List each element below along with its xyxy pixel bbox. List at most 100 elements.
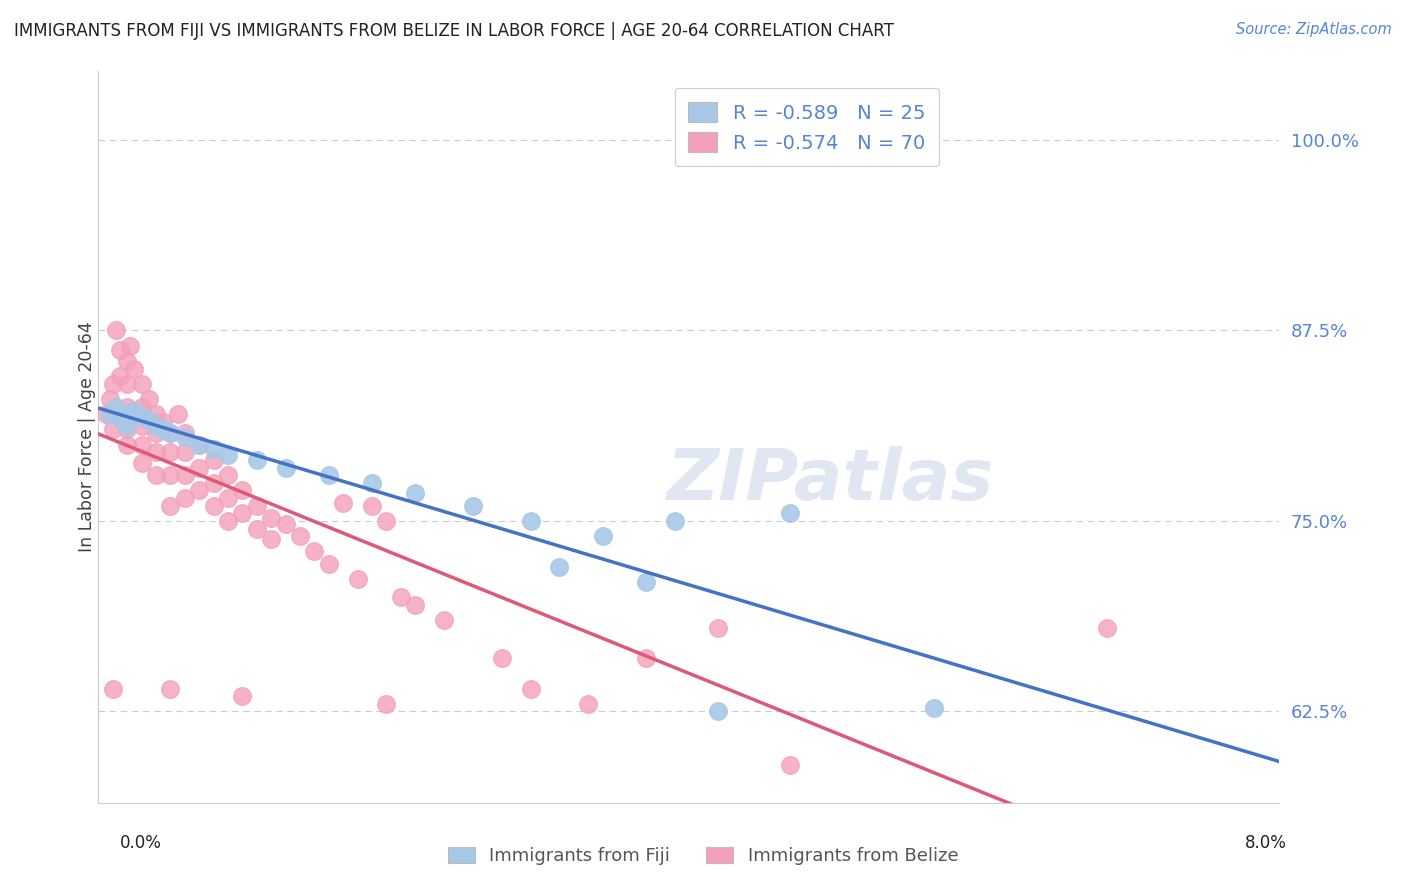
Point	[1095, 621, 1118, 635]
Legend: Immigrants from Fiji, Immigrants from Belize: Immigrants from Fiji, Immigrants from Be…	[439, 838, 967, 874]
Point	[634, 651, 657, 665]
Point	[173, 430, 195, 444]
Point	[389, 590, 412, 604]
Point	[145, 425, 167, 440]
Point	[202, 499, 225, 513]
Point	[231, 689, 253, 703]
Point	[404, 486, 426, 500]
Point	[108, 343, 131, 358]
Text: ZIPatlas: ZIPatlas	[666, 447, 994, 516]
Point	[217, 448, 239, 462]
Point	[217, 468, 239, 483]
Point	[159, 445, 181, 459]
Point	[173, 491, 195, 505]
Y-axis label: In Labor Force | Age 20-64: In Labor Force | Age 20-64	[79, 322, 96, 552]
Point	[120, 338, 142, 352]
Point	[145, 407, 167, 421]
Point	[202, 442, 225, 457]
Point	[361, 499, 384, 513]
Point	[131, 419, 153, 434]
Point	[288, 529, 311, 543]
Point	[104, 323, 127, 337]
Point	[576, 697, 599, 711]
Point	[159, 468, 181, 483]
Point	[491, 651, 513, 665]
Point	[98, 392, 121, 406]
Point	[104, 400, 127, 414]
Point	[779, 506, 801, 520]
Point	[173, 445, 195, 459]
Point	[101, 376, 124, 391]
Point	[120, 407, 142, 421]
Point	[202, 453, 225, 467]
Point	[304, 544, 326, 558]
Point	[274, 460, 297, 475]
Point	[152, 415, 174, 429]
Point	[145, 445, 167, 459]
Point	[188, 460, 211, 475]
Point	[519, 514, 541, 528]
Point	[101, 422, 124, 436]
Point	[145, 468, 167, 483]
Point	[101, 681, 124, 696]
Point	[159, 681, 181, 696]
Point	[922, 701, 945, 715]
Point	[375, 697, 398, 711]
Point	[231, 483, 253, 498]
Point	[664, 514, 686, 528]
Point	[361, 475, 384, 490]
Point	[188, 438, 211, 452]
Point	[166, 407, 188, 421]
Point	[159, 425, 181, 440]
Point	[115, 400, 138, 414]
Point	[274, 516, 297, 531]
Point	[115, 354, 138, 368]
Point	[188, 483, 211, 498]
Point	[152, 422, 174, 436]
Point	[138, 392, 160, 406]
Point	[131, 376, 153, 391]
Point	[188, 438, 211, 452]
Point	[461, 499, 484, 513]
Point	[115, 419, 138, 434]
Point	[94, 407, 117, 421]
Point	[519, 681, 541, 696]
Point	[246, 521, 269, 535]
Point	[108, 410, 131, 425]
Point	[433, 613, 456, 627]
Point	[318, 557, 340, 571]
Point	[98, 407, 121, 421]
Point	[124, 361, 146, 376]
Point	[115, 422, 138, 436]
Point	[592, 529, 614, 543]
Text: 0.0%: 0.0%	[120, 834, 162, 852]
Point	[138, 413, 160, 427]
Point	[346, 572, 368, 586]
Point	[112, 415, 135, 429]
Point	[548, 559, 571, 574]
Point	[246, 453, 269, 467]
Point	[260, 532, 283, 546]
Text: IMMIGRANTS FROM FIJI VS IMMIGRANTS FROM BELIZE IN LABOR FORCE | AGE 20-64 CORREL: IMMIGRANTS FROM FIJI VS IMMIGRANTS FROM …	[14, 22, 894, 40]
Point	[131, 410, 153, 425]
Point	[332, 495, 354, 509]
Point	[706, 621, 728, 635]
Text: 8.0%: 8.0%	[1244, 834, 1286, 852]
Point	[115, 438, 138, 452]
Point	[124, 404, 146, 418]
Point	[131, 456, 153, 470]
Point	[131, 400, 153, 414]
Point	[318, 468, 340, 483]
Point	[108, 369, 131, 384]
Point	[706, 704, 728, 718]
Point	[115, 376, 138, 391]
Point	[260, 511, 283, 525]
Point	[246, 499, 269, 513]
Point	[375, 514, 398, 528]
Point	[779, 757, 801, 772]
Point	[173, 468, 195, 483]
Point	[159, 499, 181, 513]
Text: Source: ZipAtlas.com: Source: ZipAtlas.com	[1236, 22, 1392, 37]
Point	[145, 419, 167, 434]
Point	[131, 438, 153, 452]
